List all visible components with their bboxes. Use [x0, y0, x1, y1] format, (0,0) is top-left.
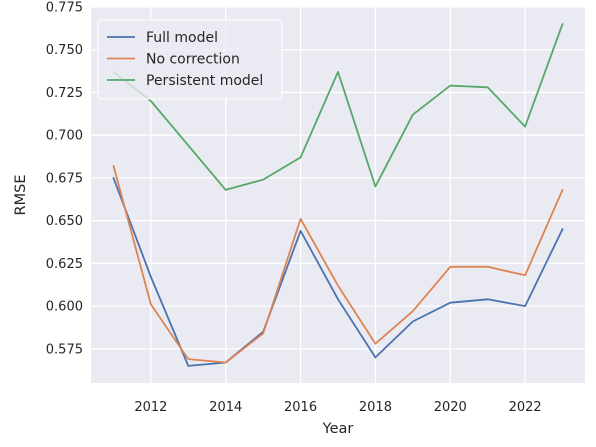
legend-label-2: Persistent model	[146, 73, 263, 89]
y-tick-label: 0.625	[46, 257, 83, 272]
y-tick-label: 0.575	[46, 342, 83, 357]
x-tick-label: 2014	[209, 400, 242, 415]
series-lines	[112, 23, 564, 367]
legend-label-1: No correction	[146, 52, 240, 68]
x-tick-label: 2012	[134, 400, 167, 415]
y-tick-label: 0.750	[46, 43, 83, 58]
y-tick-label: 0.725	[46, 86, 83, 101]
y-tick-label: 0.600	[46, 300, 83, 315]
y-tick-label: 0.775	[46, 1, 83, 16]
y-tick-label: 0.700	[46, 129, 83, 144]
x-tick-label: 2016	[284, 400, 317, 415]
y-tick-label: 0.650	[46, 214, 83, 229]
x-axis-ticks: 2012 2014 2016 2018 2020 2022	[134, 400, 541, 415]
legend-box	[97, 19, 283, 100]
x-tick-label: 2018	[359, 400, 392, 415]
x-tick-label: 2022	[509, 400, 542, 415]
legend: Full model No correction Persistent model	[97, 19, 283, 100]
series-line-1	[112, 164, 564, 364]
y-axis-title: RMSE	[13, 175, 29, 216]
x-tick-label: 2020	[434, 400, 467, 415]
y-axis-ticks: 0.575 0.600 0.625 0.650 0.675 0.700 0.725 0.750…	[46, 1, 83, 358]
series-line-0	[112, 176, 564, 367]
series-line-2	[112, 23, 564, 191]
y-tick-label: 0.675	[46, 171, 83, 186]
legend-label-0: Full model	[146, 30, 218, 46]
x-axis-title: Year	[322, 421, 354, 437]
